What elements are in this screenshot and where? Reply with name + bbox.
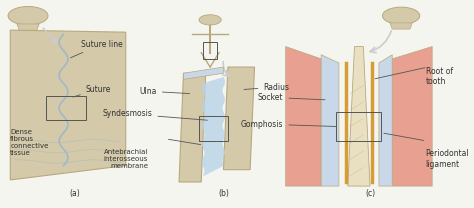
- Polygon shape: [286, 47, 321, 186]
- Circle shape: [199, 15, 221, 25]
- Bar: [336, 112, 381, 141]
- Text: Socket: Socket: [258, 93, 325, 102]
- Polygon shape: [392, 47, 432, 186]
- Polygon shape: [10, 30, 126, 180]
- Polygon shape: [183, 67, 223, 79]
- Polygon shape: [17, 24, 39, 30]
- Polygon shape: [202, 77, 225, 176]
- Text: Periodontal
ligament: Periodontal ligament: [426, 149, 469, 168]
- Polygon shape: [390, 23, 412, 29]
- Text: Root of
tooth: Root of tooth: [426, 67, 453, 87]
- Polygon shape: [223, 67, 255, 170]
- Text: Ulna: Ulna: [139, 87, 190, 96]
- Circle shape: [383, 7, 420, 24]
- Polygon shape: [321, 55, 339, 186]
- Text: Suture: Suture: [73, 85, 111, 97]
- Bar: [199, 116, 228, 141]
- Polygon shape: [179, 73, 206, 182]
- Text: (c): (c): [365, 189, 375, 198]
- Text: Syndesmosis: Syndesmosis: [102, 109, 207, 120]
- Bar: [203, 42, 217, 59]
- Bar: [46, 96, 86, 120]
- Text: Gomphosis: Gomphosis: [241, 120, 336, 129]
- Circle shape: [8, 6, 48, 25]
- Polygon shape: [348, 47, 370, 186]
- Polygon shape: [379, 55, 392, 186]
- Text: (a): (a): [69, 189, 80, 198]
- Text: Antebrachial
interosseous
membrane: Antebrachial interosseous membrane: [104, 149, 148, 169]
- Text: (b): (b): [218, 189, 229, 198]
- Text: Suture line: Suture line: [71, 40, 123, 58]
- Text: Radius: Radius: [244, 83, 290, 92]
- Text: Dense
fibrous
connective
tissue: Dense fibrous connective tissue: [10, 129, 49, 156]
